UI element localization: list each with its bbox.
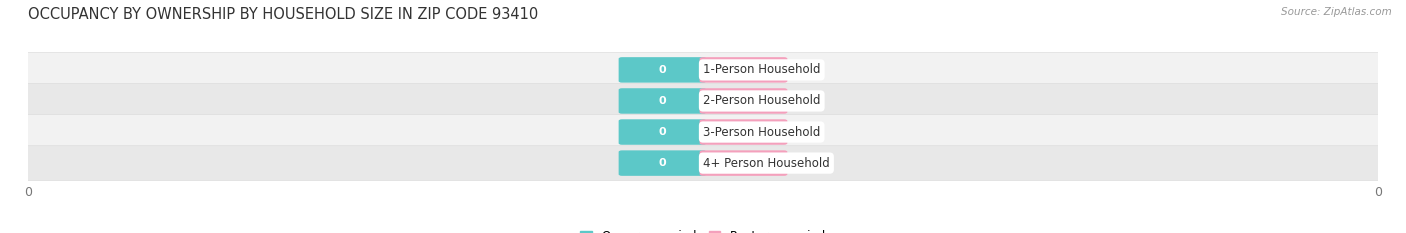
Legend: Owner-occupied, Renter-occupied: Owner-occupied, Renter-occupied [575,225,831,233]
FancyBboxPatch shape [619,57,706,83]
FancyBboxPatch shape [619,150,706,176]
FancyBboxPatch shape [700,119,787,145]
Text: OCCUPANCY BY OWNERSHIP BY HOUSEHOLD SIZE IN ZIP CODE 93410: OCCUPANCY BY OWNERSHIP BY HOUSEHOLD SIZE… [28,7,538,22]
Text: 0: 0 [658,65,666,75]
Text: 4+ Person Household: 4+ Person Household [703,157,830,170]
FancyBboxPatch shape [18,146,1388,181]
Text: 0: 0 [740,127,748,137]
Text: 0: 0 [740,96,748,106]
Text: 0: 0 [658,96,666,106]
Text: 3-Person Household: 3-Person Household [703,126,820,139]
Text: 0: 0 [740,65,748,75]
FancyBboxPatch shape [18,84,1388,118]
FancyBboxPatch shape [700,88,787,114]
FancyBboxPatch shape [18,52,1388,87]
FancyBboxPatch shape [619,88,706,114]
FancyBboxPatch shape [700,150,787,176]
FancyBboxPatch shape [619,119,706,145]
FancyBboxPatch shape [18,115,1388,149]
Text: 1-Person Household: 1-Person Household [703,63,821,76]
Text: 2-Person Household: 2-Person Household [703,94,821,107]
Text: Source: ZipAtlas.com: Source: ZipAtlas.com [1281,7,1392,17]
Text: 0: 0 [740,158,748,168]
Text: 0: 0 [658,158,666,168]
Text: 0: 0 [658,127,666,137]
FancyBboxPatch shape [700,57,787,83]
